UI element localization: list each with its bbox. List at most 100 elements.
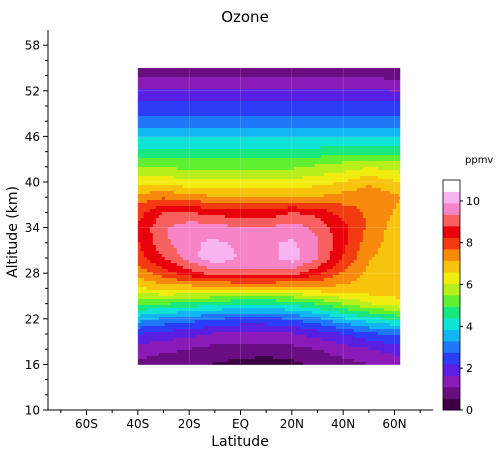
- contour-cell: [290, 68, 295, 72]
- contour-cell: [266, 215, 271, 219]
- contour-cell: [266, 89, 271, 93]
- contour-cell: [308, 104, 313, 108]
- contour-cell: [176, 215, 181, 219]
- contour-cell: [359, 161, 364, 165]
- contour-cell: [377, 74, 382, 78]
- contour-cell: [263, 158, 268, 162]
- contour-cell: [149, 182, 154, 186]
- contour-cell: [377, 95, 382, 99]
- contour-cell: [341, 131, 346, 135]
- contour-cell: [284, 95, 289, 99]
- contour-cell: [335, 146, 340, 150]
- contour-cell: [356, 233, 361, 237]
- contour-cell: [305, 218, 310, 222]
- contour-cell: [341, 71, 346, 75]
- contour-cell: [377, 140, 382, 144]
- contour-cell: [158, 137, 163, 141]
- contour-cell: [395, 95, 400, 99]
- contour-cell: [215, 131, 220, 135]
- contour-cell: [275, 89, 280, 93]
- contour-cell: [233, 182, 238, 186]
- contour-cell: [239, 128, 244, 132]
- contour-cell: [224, 89, 229, 93]
- contour-cell: [389, 131, 394, 135]
- contour-cell: [266, 125, 271, 129]
- contour-cell: [158, 176, 163, 180]
- contour-cell: [338, 89, 343, 93]
- contour-cell: [212, 125, 217, 129]
- contour-cell: [167, 143, 172, 147]
- contour-cell: [254, 113, 259, 117]
- contour-cell: [263, 206, 268, 210]
- contour-cell: [179, 185, 184, 189]
- contour-cell: [269, 104, 274, 108]
- contour-cell: [230, 158, 235, 162]
- contour-cell: [332, 137, 337, 141]
- contour-cell: [290, 80, 295, 84]
- contour-cell: [290, 104, 295, 108]
- contour-cell: [260, 95, 265, 99]
- contour-cell: [200, 128, 205, 132]
- contour-cell: [236, 104, 241, 108]
- contour-cell: [251, 209, 256, 213]
- contour-cell: [338, 155, 343, 159]
- contour-cell: [185, 86, 190, 90]
- contour-cell: [323, 164, 328, 168]
- contour-cell: [152, 104, 157, 108]
- contour-cell: [293, 161, 298, 165]
- contour-cell: [143, 161, 148, 165]
- contour-cell: [209, 164, 214, 168]
- contour-cell: [344, 149, 349, 153]
- contour-cell: [395, 158, 400, 162]
- contour-cell: [389, 107, 394, 111]
- contour-cell: [284, 233, 289, 237]
- contour-cell: [248, 89, 253, 93]
- contour-cell: [194, 68, 199, 72]
- contour-cell: [203, 230, 208, 234]
- contour-cell: [242, 107, 247, 111]
- contour-cell: [335, 92, 340, 96]
- contour-cell: [257, 179, 262, 183]
- contour-cell: [266, 224, 271, 228]
- contour-cell: [194, 182, 199, 186]
- contour-cell: [374, 158, 379, 162]
- contour-cell: [380, 182, 385, 186]
- contour-cell: [248, 167, 253, 171]
- contour-cell: [323, 209, 328, 213]
- contour-cell: [164, 68, 169, 72]
- contour-cell: [170, 110, 175, 114]
- contour-cell: [212, 176, 217, 180]
- contour-cell: [356, 203, 361, 207]
- contour-cell: [302, 77, 307, 81]
- contour-cell: [194, 146, 199, 150]
- contour-cell: [284, 209, 289, 213]
- contour-cell: [161, 92, 166, 96]
- contour-cell: [284, 191, 289, 195]
- contour-cell: [383, 209, 388, 213]
- contour-cell: [185, 194, 190, 198]
- contour-cell: [389, 200, 394, 204]
- contour-cell: [224, 200, 229, 204]
- contour-cell: [374, 233, 379, 237]
- contour-cell: [242, 233, 247, 237]
- contour-cell: [245, 116, 250, 120]
- contour-cell: [221, 173, 226, 177]
- contour-cell: [143, 137, 148, 141]
- contour-cell: [362, 119, 367, 123]
- contour-cell: [248, 224, 253, 228]
- contour-cell: [299, 77, 304, 81]
- contour-cell: [347, 197, 352, 201]
- contour-cell: [200, 170, 205, 174]
- contour-cell: [164, 107, 169, 111]
- contour-cell: [371, 194, 376, 198]
- contour-cell: [281, 146, 286, 150]
- contour-cell: [188, 164, 193, 168]
- contour-cell: [338, 116, 343, 120]
- contour-cell: [311, 185, 316, 189]
- contour-cell: [137, 146, 142, 150]
- contour-cell: [278, 119, 283, 123]
- contour-cell: [323, 212, 328, 216]
- contour-cell: [146, 125, 151, 129]
- contour-cell: [200, 203, 205, 207]
- contour-cell: [359, 86, 364, 90]
